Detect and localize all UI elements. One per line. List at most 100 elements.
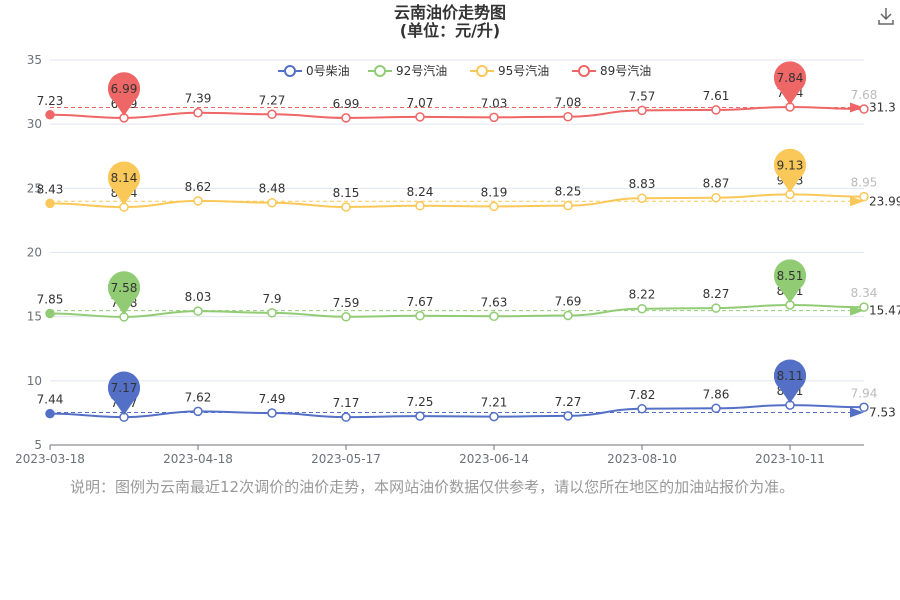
series-line: [49, 193, 865, 209]
data-point: [859, 302, 869, 312]
data-label: 8.25: [555, 185, 582, 199]
data-label: 8.48: [259, 182, 286, 196]
data-point: [267, 197, 277, 208]
average-arrow: [850, 407, 864, 418]
data-label: 7.08: [555, 96, 582, 110]
data-label: 8.43: [37, 182, 64, 196]
data-point: [563, 411, 573, 421]
grid-lines: [50, 59, 864, 382]
data-label: 7.85: [37, 292, 64, 306]
average-label: 15.47: [869, 304, 900, 318]
y-tick-label: 10: [27, 374, 42, 388]
legend-marker: [578, 65, 590, 77]
data-label: 8.34: [851, 286, 878, 300]
data-label: 7.27: [259, 93, 286, 107]
data-point: [563, 310, 573, 321]
series-0: 7.53 7.44 7.17 7.62 7.49 7.17 7.25 7.21 7.27 7.82…: [37, 359, 896, 422]
max-marker-head: [774, 360, 806, 393]
max-marker: 7.84: [774, 61, 806, 105]
legend: 0号柴油 92号汽油 95号汽油 89号汽油: [278, 63, 651, 78]
max-marker-label: 8.51: [777, 269, 804, 283]
series-3: 31.3 7.23 6.99 7.39 7.27 6.99 7.07 7.03 7.08 7.57…: [37, 61, 896, 123]
data-point: [193, 306, 203, 316]
series-line: [49, 105, 865, 119]
data-label: 7.21: [481, 396, 508, 410]
x-tick-label: 2023-10-11: [755, 452, 825, 466]
data-label: 7.57: [629, 89, 656, 103]
data-label: 7.17: [333, 396, 360, 410]
y-tick-label: 35: [27, 53, 42, 67]
min-marker-label: 7.58: [111, 281, 138, 295]
average-label: 23.99: [869, 194, 900, 208]
data-label: 8.27: [703, 287, 730, 301]
x-tick-label: 2023-06-14: [459, 452, 529, 466]
min-marker: 7.58: [108, 271, 140, 315]
data-label: 7.49: [259, 392, 286, 406]
min-marker: 8.14: [108, 161, 140, 206]
data-label: 7.39: [185, 92, 212, 106]
data-point: [415, 411, 425, 421]
average-label: 7.53: [869, 406, 896, 420]
data-label: 6.99: [333, 97, 360, 111]
chart-title-block: 云南油价走势图 (单位：元/升): [0, 4, 900, 40]
chart-note: 说明：图例为云南最近12次调价的油价走势，本网站油价数据仅供参考，请以您所在地区…: [70, 478, 795, 496]
min-marker-label: 8.14: [111, 171, 138, 185]
max-marker-head: [774, 149, 806, 182]
series-line: [49, 404, 865, 419]
min-marker-label: 7.17: [111, 381, 138, 395]
data-label: 7.25: [407, 395, 434, 409]
min-marker-head: [108, 72, 140, 105]
data-label: 8.95: [851, 176, 878, 190]
min-marker: 7.17: [108, 371, 140, 416]
average-arrow: [850, 305, 864, 316]
data-label: 7.23: [37, 94, 64, 108]
data-point: [859, 402, 869, 413]
data-label: 7.59: [333, 296, 360, 310]
y-tick-label: 15: [27, 310, 42, 324]
data-label: 7.27: [555, 395, 582, 409]
series-1: 15.47 7.85 7.58 8.03 7.9 7.59 7.67 7.63 7.69 8.22…: [37, 259, 900, 322]
data-label: 8.62: [185, 180, 212, 194]
data-point: [563, 200, 573, 211]
data-point: [563, 111, 573, 122]
data-point: [193, 406, 203, 417]
max-marker-head: [774, 61, 806, 94]
data-point: [341, 412, 351, 422]
legend-label: 0号柴油: [306, 64, 350, 78]
data-point: [489, 411, 499, 422]
data-label: 8.03: [185, 290, 212, 304]
max-marker-label: 9.13: [777, 158, 804, 172]
data-point: [45, 110, 55, 120]
data-point: [193, 196, 203, 206]
data-label: 7.61: [703, 89, 730, 103]
data-point: [711, 303, 721, 313]
y-tick-label: 30: [27, 117, 42, 131]
download-icon-graphic: [878, 8, 894, 25]
min-marker-label: 6.99: [111, 82, 138, 96]
data-point: [489, 311, 499, 322]
data-point: [415, 311, 425, 321]
series-line: [49, 303, 865, 318]
data-point: [341, 312, 351, 322]
data-label: 7.44: [37, 393, 64, 407]
max-marker-label: 8.11: [777, 369, 804, 383]
data-label: 8.24: [407, 185, 434, 199]
average-label: 31.3: [869, 100, 896, 114]
data-label: 7.94: [851, 386, 878, 400]
data-label: 7.82: [629, 388, 656, 402]
data-label: 7.68: [851, 88, 878, 102]
data-label: 7.86: [703, 387, 730, 401]
chart-subtitle: (单位：元/升): [399, 21, 501, 40]
download-icon[interactable]: [874, 4, 898, 28]
y-tick-label: 5: [34, 438, 42, 452]
legend-label: 92号汽油: [396, 63, 447, 78]
x-tick-label: 2023-08-10: [607, 452, 677, 466]
max-marker-head: [774, 259, 806, 292]
data-label: 7.69: [555, 295, 582, 309]
data-point: [711, 192, 721, 203]
legend-item-0: 0号柴油: [278, 64, 350, 78]
data-point: [267, 408, 277, 418]
data-point: [859, 191, 869, 202]
y-tick-label: 25: [27, 181, 42, 195]
